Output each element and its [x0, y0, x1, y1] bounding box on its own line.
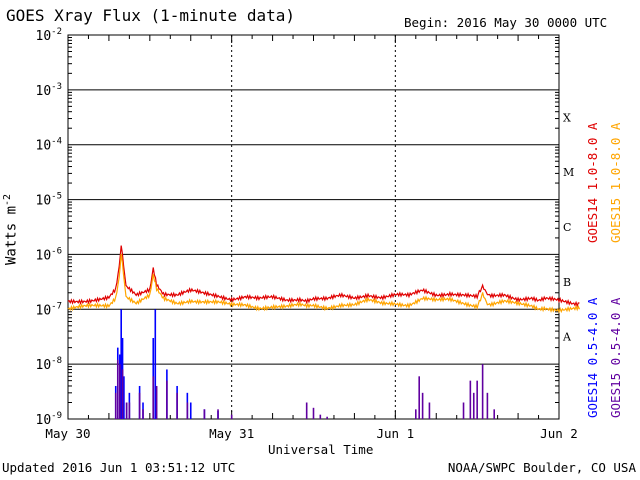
plot-frame [67, 34, 560, 420]
x-tick-labels: May 30 May 31 Jun 1 Jun 2 [45, 426, 577, 441]
flare-class-C: C [563, 221, 571, 234]
flare-class-labels: X M C B A [562, 111, 574, 343]
x-tick-label: May 30 [45, 426, 90, 441]
y-tick-label: 10-8 [36, 356, 63, 373]
x-axis-label: Universal Time [268, 442, 374, 457]
y-axis-label-text: Watts m [3, 205, 20, 265]
begin-time: Begin: 2016 May 30 0000 UTC [404, 15, 608, 30]
y-tick-label: 10-5 [36, 192, 63, 209]
x-tick-label: Jun 2 [540, 426, 578, 441]
series-line [67, 245, 580, 308]
legend-goes14-short: GOES14 0.5-4.0 A [585, 297, 600, 418]
x-tick-label: Jun 1 [377, 426, 415, 441]
flare-class-A: A [562, 331, 572, 344]
y-tick-label: 10-9 [36, 411, 63, 428]
chart-title: GOES Xray Flux (1-minute data) [6, 6, 295, 25]
updated-timestamp: Updated 2016 Jun 1 03:51:12 UTC [2, 460, 236, 475]
y-axis-label: Watts m-2 [2, 194, 20, 265]
y-axis-label-sup: -2 [2, 193, 13, 206]
y-tick-label: 10-7 [36, 301, 63, 318]
y-tick-labels: 10-2 10-3 10-4 10-5 10-6 10-7 10-8 10-9 [36, 27, 63, 428]
credit-text: NOAA/SWPC Boulder, CO USA [447, 460, 636, 475]
flare-class-M: M [563, 166, 574, 179]
legend-goes14-long: GOES14 1.0-8.0 A [585, 122, 600, 243]
series-3 [114, 359, 496, 419]
series-0 [67, 245, 580, 308]
series-layer [67, 245, 581, 419]
y-tick-label: 10-6 [36, 246, 63, 263]
flare-class-B: B [563, 276, 571, 289]
series-1 [67, 253, 581, 314]
series-line [67, 253, 581, 314]
legend-goes15-short: GOES15 0.5-4.0 A [608, 297, 623, 418]
grid-lines [68, 35, 559, 419]
y-tick-label: 10-4 [36, 137, 63, 154]
flare-class-X: X [563, 111, 571, 124]
plot-area [67, 34, 560, 420]
tick-marks [67, 35, 560, 419]
y-tick-label: 10-2 [36, 27, 63, 44]
x-tick-label: May 31 [209, 426, 254, 441]
legend-goes15-long: GOES15 1.0-8.0 A [608, 122, 623, 243]
y-tick-label: 10-3 [36, 82, 63, 99]
